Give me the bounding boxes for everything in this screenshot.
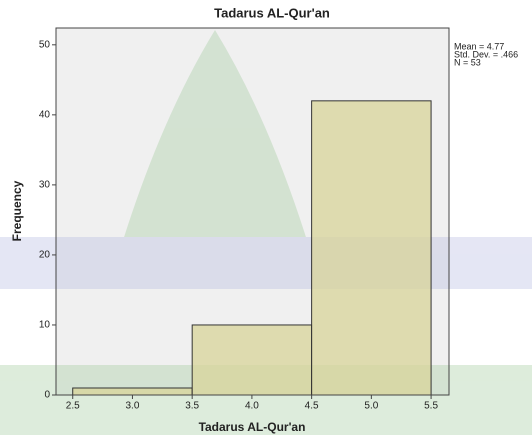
y-tick-label: 40 xyxy=(39,109,51,120)
x-tick-label: 3.0 xyxy=(125,401,139,412)
x-tick-label: 2.5 xyxy=(66,401,80,412)
y-tick-label: 50 xyxy=(39,39,51,50)
x-tick-label: 5.0 xyxy=(364,401,378,412)
bar xyxy=(73,388,192,395)
x-axis-label: Tadarus AL-Qur'an xyxy=(199,420,306,434)
stats-note: N = 53 xyxy=(454,57,481,67)
chart: Tadarus AL-Qur'an Tadarus AL-Qur'an Freq… xyxy=(0,0,532,435)
x-tick-label: 3.5 xyxy=(185,401,199,412)
x-tick-label: 4.0 xyxy=(245,401,259,412)
y-tick-label: 0 xyxy=(44,390,50,401)
y-axis-label: Frequency xyxy=(10,180,24,241)
y-tick-label: 20 xyxy=(39,250,51,261)
page: {"chart_data": {"type": "histogram", "ti… xyxy=(0,0,532,435)
bar xyxy=(192,325,311,395)
bar xyxy=(312,101,431,395)
chart-title: Tadarus AL-Qur'an xyxy=(214,5,330,20)
y-tick-label: 30 xyxy=(39,180,51,191)
x-tick-label: 4.5 xyxy=(305,401,319,412)
x-tick-label: 5.5 xyxy=(424,401,438,412)
y-tick-label: 10 xyxy=(39,320,51,331)
